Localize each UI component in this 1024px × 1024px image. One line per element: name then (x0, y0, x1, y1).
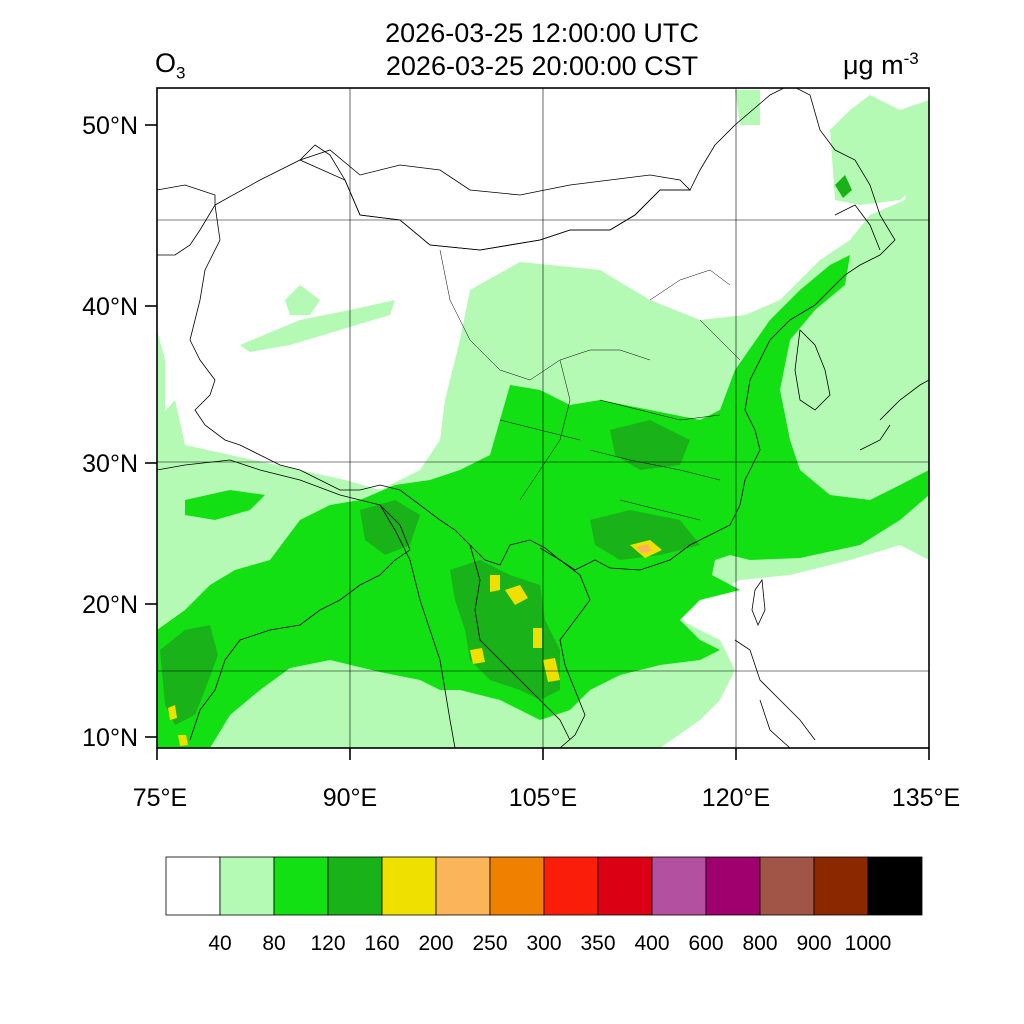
colorbar-box-5 (435, 856, 491, 916)
axis-ticks (145, 124, 930, 760)
colorbar-box-12 (813, 856, 869, 916)
title-local: 2026-03-25 20:00:00 CST (385, 51, 699, 81)
o3-level-40-80-north (830, 95, 929, 205)
o3-level-160-200-e (543, 658, 560, 682)
o3-level-160-200-c (533, 628, 542, 648)
lon-label-75: 75°E (133, 784, 187, 812)
country-borders (157, 88, 929, 748)
border-philippines (734, 639, 816, 748)
unit-exponent: -3 (903, 49, 919, 68)
lon-label-135: 135°E (892, 784, 960, 812)
colorbar-label-1000: 1000 (845, 932, 892, 955)
colorbar-label-80: 80 (262, 932, 285, 955)
colorbar-label-250: 250 (472, 932, 507, 955)
border-mongolia (298, 149, 691, 251)
colorbar-box-8 (597, 856, 653, 916)
o3-level-40-80-west (157, 330, 165, 440)
o3-level-160-200-g (168, 705, 177, 720)
colorbar-box-1 (219, 856, 275, 916)
lon-label-120: 120°E (702, 784, 770, 812)
o3-level-160-200-d (470, 648, 485, 664)
lat-label-20: 20°N (82, 591, 138, 619)
lat-label-30: 30°N (82, 450, 138, 478)
variable-subscript: 3 (176, 63, 186, 83)
axis-labels: 75°E 90°E 105°E 120°E 135°E 10°N 20°N 30… (82, 112, 960, 812)
border-vietnam (539, 547, 591, 748)
o3-level-120-160-tibet (360, 500, 420, 555)
colorbar-label-350: 350 (580, 932, 615, 955)
o3-level-160-200-h (178, 735, 188, 746)
unit-base: μg m (843, 50, 904, 80)
map-gridlines (157, 88, 929, 748)
border-myanmar (379, 504, 456, 748)
colorbar-box-0 (165, 856, 221, 916)
o3-level-120-160-ne (835, 175, 852, 198)
colorbar-label-400: 400 (634, 932, 669, 955)
colorbar-label-300: 300 (526, 932, 561, 955)
unit-label: μg m-3 (843, 50, 919, 79)
o3-level-80-120-tibet (185, 490, 265, 520)
colorbar-label-800: 800 (742, 932, 777, 955)
lat-label-40: 40°N (82, 293, 138, 321)
colorbar (165, 856, 923, 916)
lon-label-90: 90°E (323, 784, 377, 812)
border-provinces (439, 249, 741, 521)
o3-level-40-80-xinjiang (240, 300, 395, 352)
border-japan (834, 204, 929, 451)
lon-label-105: 105°E (509, 784, 577, 812)
o3-level-120-160-south (590, 510, 700, 560)
colorbar-box-6 (489, 856, 545, 916)
colorbar-box-9 (651, 856, 707, 916)
colorbar-label-160: 160 (364, 932, 399, 955)
variable-label: O3 (155, 48, 186, 83)
colorbar-label-200: 200 (418, 932, 453, 955)
colorbar-box-10 (705, 856, 761, 916)
colorbar-box-4 (381, 856, 437, 916)
o3-level-120-160-india (160, 625, 218, 725)
o3-level-80-120-east (735, 430, 790, 480)
colorbar-box-11 (759, 856, 815, 916)
colorbar-label-900: 900 (796, 932, 831, 955)
colorbar-labels: 40 80 120 160 200 250 300 350 400 600 800 900 1000 (208, 932, 891, 955)
title-utc: 2026-03-25 12:00:00 UTC (385, 18, 699, 48)
colorbar-box-7 (543, 856, 599, 916)
variable-symbol: O (155, 48, 177, 78)
colorbar-box-3 (327, 856, 383, 916)
border-thai-laos (469, 544, 571, 741)
border-taiwan (751, 578, 766, 627)
colorbar-label-600: 600 (688, 932, 723, 955)
o3-level-160-200-b (490, 575, 500, 592)
o3-level-40-80-patch (285, 285, 320, 315)
border-india-nepal (157, 459, 411, 741)
border-kazakh (157, 184, 216, 256)
o3-level-120-160-central (610, 420, 690, 470)
lat-label-50: 50°N (82, 112, 138, 140)
lat-label-10: 10°N (82, 724, 138, 752)
colorbar-label-40: 40 (208, 932, 231, 955)
o3-level-40-80-ne (735, 90, 760, 125)
colorbar-box-13 (867, 856, 923, 916)
colorbar-box-2 (273, 856, 329, 916)
o3-level-200-250 (637, 544, 652, 553)
colorbar-label-120: 120 (310, 932, 345, 955)
o3-level-160-200-a (505, 585, 528, 605)
border-korea (794, 329, 831, 411)
